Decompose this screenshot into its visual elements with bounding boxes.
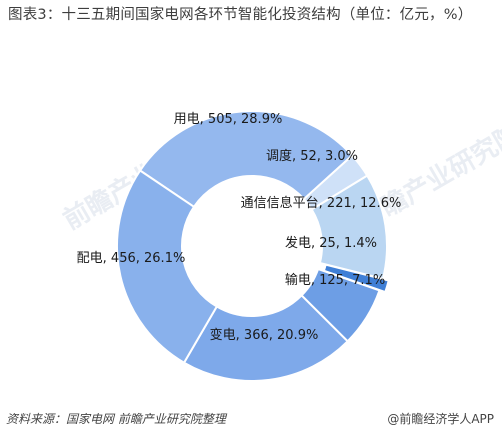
slice-label-1: 调度, 52, 3.0% xyxy=(266,148,358,164)
slices-layer xyxy=(116,110,390,382)
slice-label-0: 用电, 505, 28.9% xyxy=(174,112,283,127)
donut-slice-6 xyxy=(116,169,219,365)
slice-label-2: 通信信息平台, 221, 12.6% xyxy=(241,195,402,211)
brand-note: @前瞻经济学人APP xyxy=(387,412,494,426)
source-note: 资料来源：国家电网 前瞻产业研究院整理 xyxy=(6,412,226,426)
slice-label-3: 发电, 25, 1.4% xyxy=(285,235,377,251)
donut-slice-5 xyxy=(182,293,350,382)
donut-slice-0 xyxy=(138,110,354,209)
chart-title: 图表3：十三五期间国家电网各环节智能化投资结构（单位：亿元，%） xyxy=(8,7,473,23)
slice-label-5: 变电, 366, 20.9% xyxy=(210,327,319,343)
slice-label-6: 配电, 456, 26.1% xyxy=(77,251,186,266)
slice-label-4: 输电, 125, 7.1% xyxy=(285,272,385,288)
labels-layer: 用电, 505, 28.9% 调度, 52, 3.0% 通信信息平台, 221, 1… xyxy=(77,112,402,343)
